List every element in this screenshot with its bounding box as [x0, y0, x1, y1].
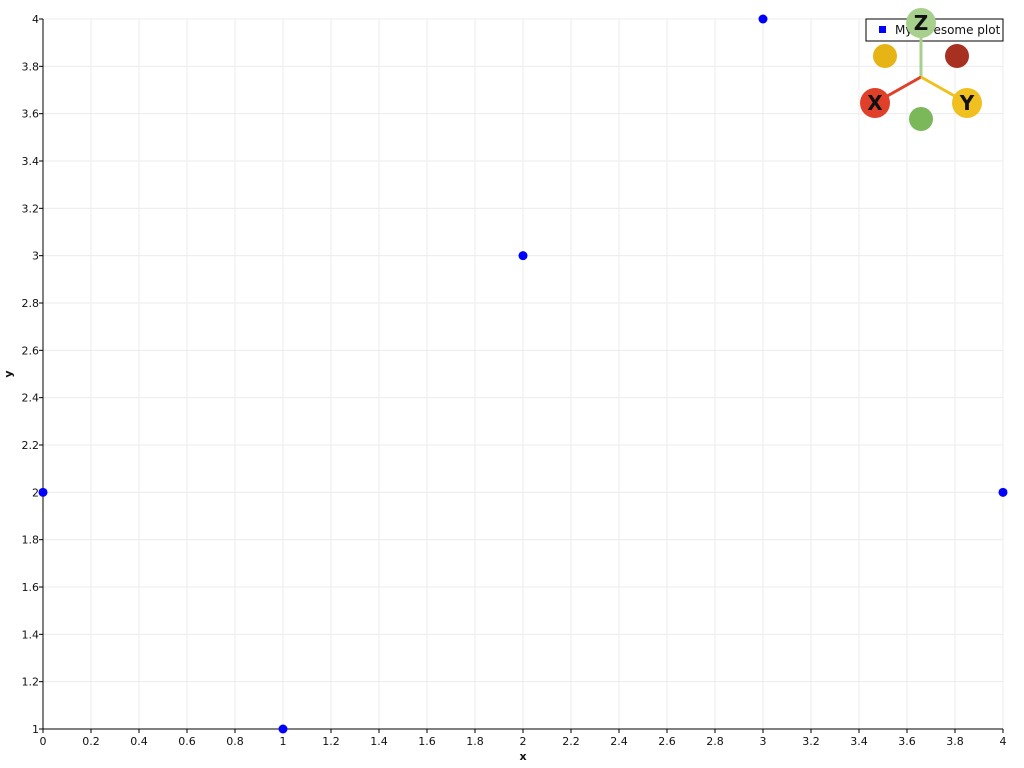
x-tick-label: 3.8 [946, 735, 964, 748]
x-axis-ball [860, 88, 890, 118]
x-axis-title: x [519, 750, 526, 763]
x-tick-label: 3.6 [898, 735, 916, 748]
y-axis-ball [952, 88, 982, 118]
x-tick-label: 1.2 [322, 735, 340, 748]
y-tick-label: 2 [32, 486, 39, 499]
x-tick-label: 0.6 [178, 735, 196, 748]
y-tick-label: 3.8 [22, 60, 40, 73]
data-point [518, 251, 528, 261]
x-tick-label: 0.4 [130, 735, 148, 748]
y-axis-title: y [2, 370, 15, 377]
x-tick-label: 1.6 [418, 735, 436, 748]
x-tick-label: 2 [520, 735, 527, 748]
x-tick-label: 1.8 [466, 735, 484, 748]
data-point [278, 724, 288, 734]
data-point [38, 487, 48, 497]
x-tick-label: 3.4 [850, 735, 868, 748]
y-tick-label: 2.8 [22, 297, 40, 310]
y-tick-label: 4 [32, 13, 39, 26]
negative-z-axis-ball [909, 107, 933, 131]
x-tick-label: 2.6 [658, 735, 676, 748]
y-tick-label: 2.4 [22, 392, 40, 405]
y-tick-label: 1 [32, 723, 39, 736]
x-tick-label: 0 [40, 735, 47, 748]
y-tick-label: 1.8 [22, 534, 40, 547]
y-tick-label: 1.4 [22, 628, 40, 641]
z-axis-ball [906, 8, 936, 38]
y-tick-label: 3.6 [22, 108, 40, 121]
x-tick-label: 0.2 [82, 735, 100, 748]
data-points [38, 14, 1008, 734]
x-tick-label: 3.2 [802, 735, 820, 748]
y-tick-labels: 1 1.2 1.4 1.6 1.8 2 2.2 2.4 2.6 2.8 3 3.2 3.4 3.6 3.8 4 [22, 13, 43, 736]
y-axis-label: Y [959, 91, 975, 115]
x-tick-label: 1.4 [370, 735, 388, 748]
negative-y-axis-ball [873, 44, 897, 68]
y-tick-label: 3.4 [22, 155, 40, 168]
data-point [998, 487, 1008, 497]
z-axis-label: Z [914, 11, 929, 35]
y-tick-label: 1.2 [22, 676, 40, 689]
x-tick-label: 0.8 [226, 735, 244, 748]
grid [42, 18, 1004, 730]
x-tick-label: 1 [280, 735, 287, 748]
x-axis-label: X [867, 91, 883, 115]
data-point [758, 14, 768, 24]
y-tick-label: 3.2 [22, 202, 40, 215]
y-tick-label: 2.6 [22, 344, 40, 357]
x-tick-label: 2.4 [610, 735, 628, 748]
x-tick-labels: 0 0.2 0.4 0.6 0.8 1 1.2 1.4 1.6 1.8 2 2.2 2.4 2.6 2.8 3… [40, 729, 1007, 748]
legend-swatch [879, 26, 886, 33]
y-tick-label: 1.6 [22, 581, 40, 594]
x-tick-label: 3 [760, 735, 767, 748]
y-tick-label: 3 [32, 250, 39, 263]
x-tick-label: 2.2 [562, 735, 580, 748]
y-tick-label: 2.2 [22, 439, 40, 452]
x-tick-label: 4 [1000, 735, 1007, 748]
orientation-axes-widget: Z X Y [860, 8, 982, 131]
x-tick-label: 2.8 [706, 735, 724, 748]
negative-x-axis-ball [945, 44, 969, 68]
